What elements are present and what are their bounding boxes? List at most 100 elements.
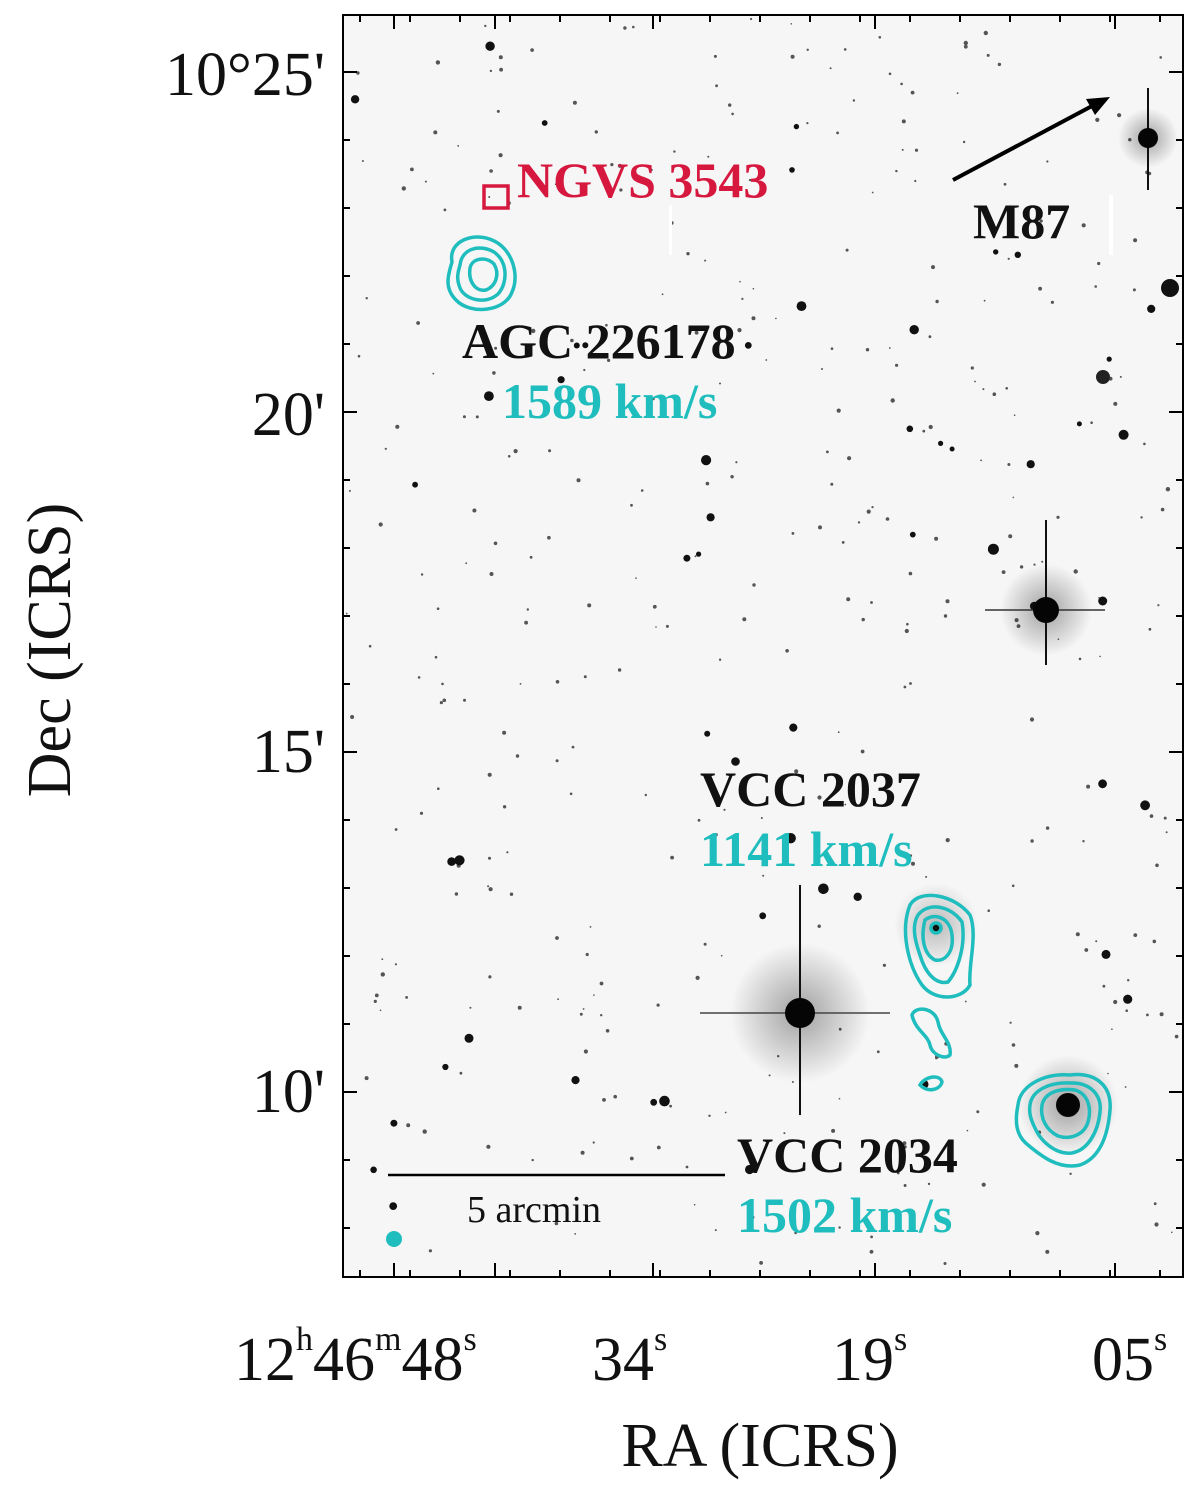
star [1113,401,1118,406]
star [1095,117,1100,122]
star [796,301,807,311]
star [714,1229,717,1232]
star [1098,779,1107,789]
star [557,376,565,384]
star [370,1166,377,1174]
vcc2037-name-label: VCC 2037 [700,761,921,817]
star [605,323,608,327]
star [720,954,723,957]
star [1056,515,1060,519]
star [555,759,559,763]
star [945,599,950,604]
star [1107,1072,1109,1075]
star [1007,257,1010,260]
star [498,55,503,60]
star [866,509,871,514]
y-axis-title: Dec (ICRS) [16,503,84,797]
x-tick-label: 05s [1092,1321,1167,1394]
star [993,249,999,255]
star [530,48,534,52]
star [904,628,909,634]
star [707,155,710,158]
star [529,555,533,559]
star [789,723,798,732]
star [860,749,865,754]
star [885,517,890,521]
star [420,573,424,576]
bright-star-2 [700,885,890,1115]
star [582,342,589,349]
x-axis-title: RA (ICRS) [621,1412,898,1480]
star [524,620,528,625]
star [1146,1013,1149,1017]
star [1124,1086,1127,1088]
star [592,1141,595,1144]
star [374,993,379,998]
star [723,808,726,811]
y-tick-label: 20' [252,381,325,449]
star [356,71,360,75]
star [914,179,917,183]
star [759,912,767,920]
m87-label: M87 [973,193,1070,249]
star [519,683,522,685]
axis-ticks [343,15,1183,1277]
star [390,1119,398,1127]
star [765,359,768,361]
star [659,1095,670,1107]
star [605,1029,610,1033]
star [981,1182,986,1187]
star [1030,839,1034,843]
hi-contours-vcc2037 [903,893,975,1092]
star [750,17,753,21]
star [694,555,697,558]
star [472,508,477,513]
agc-name-label: AGC 226178 [462,313,736,369]
star [830,482,834,486]
star [890,398,895,403]
star [531,328,536,334]
star [861,617,865,622]
star [1155,863,1159,868]
star [670,855,674,860]
star [836,131,839,135]
star [791,532,795,535]
star [1050,300,1054,304]
star [350,95,360,104]
star [831,1128,836,1133]
star [1132,288,1136,292]
agc-velocity-label: 1589 km/s [502,373,717,429]
star [457,145,460,147]
star [821,368,823,370]
star [602,1098,606,1102]
star [713,54,717,58]
x-tick-label: 12h46m48s [234,1321,477,1394]
star [518,1205,522,1208]
star [806,122,809,125]
star [465,562,468,565]
star [487,885,490,888]
star [751,316,756,321]
star-right-edge [1096,279,1179,384]
star [724,1111,727,1114]
star [867,1225,869,1228]
star [571,745,575,749]
y-tick-label: 15' [252,718,325,786]
star [966,1129,969,1132]
star [635,577,637,579]
m87-arrow [952,97,1110,182]
star [580,1150,585,1155]
star [760,817,763,819]
star [790,23,793,25]
star [730,475,734,479]
star [914,148,919,152]
star [640,489,644,492]
star [895,169,898,173]
star [1073,569,1078,574]
star [846,597,851,602]
star [695,975,700,981]
star [986,53,990,57]
star [731,112,734,116]
star [394,828,398,831]
star [484,391,494,401]
